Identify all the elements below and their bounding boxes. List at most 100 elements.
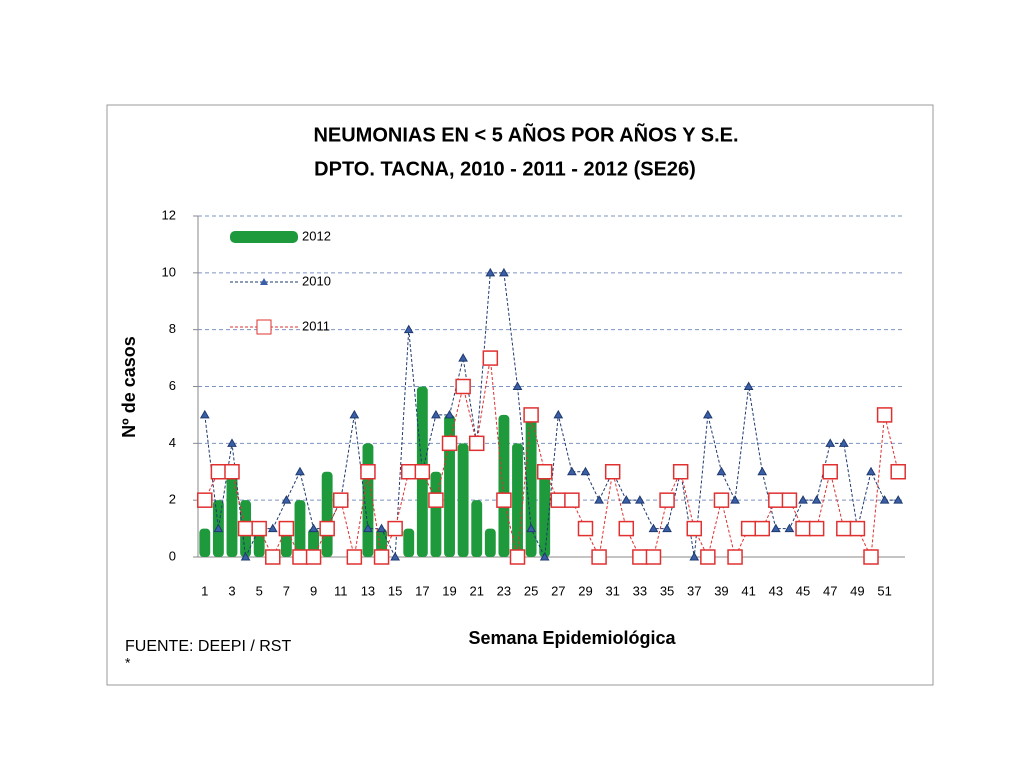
marker	[308, 523, 319, 533]
bar	[512, 443, 523, 557]
marker	[550, 492, 567, 508]
x-tick-label: 21	[469, 583, 483, 598]
marker	[836, 520, 852, 537]
marker	[879, 495, 890, 504]
x-tick-label: 35	[660, 583, 674, 598]
marker	[199, 409, 210, 419]
marker	[512, 381, 523, 390]
marker	[621, 495, 632, 504]
marker	[876, 407, 893, 423]
marker	[485, 267, 496, 277]
marker	[523, 407, 539, 423]
x-tick-label: 29	[578, 583, 592, 598]
marker	[838, 438, 849, 447]
x-tick-label: 3	[228, 583, 235, 598]
y-tick-label: 12	[162, 207, 176, 222]
x-tick-label: 39	[714, 583, 728, 598]
x-tick-label: 25	[524, 583, 538, 598]
marker	[770, 523, 781, 533]
marker	[251, 520, 267, 537]
marker	[798, 495, 808, 504]
bar	[294, 500, 306, 557]
marker	[400, 464, 417, 480]
marker	[224, 464, 240, 480]
x-tick-label: 33	[633, 583, 647, 598]
marker	[281, 495, 292, 504]
marker	[754, 520, 770, 537]
marker	[648, 523, 659, 533]
marker	[632, 549, 648, 565]
bar	[199, 528, 211, 557]
marker	[890, 464, 906, 480]
x-tick-label: 13	[361, 583, 375, 598]
bar	[321, 471, 333, 557]
marker	[730, 495, 740, 504]
marker	[893, 495, 904, 504]
marker	[822, 464, 838, 480]
marker	[376, 523, 387, 533]
marker	[526, 523, 536, 533]
marker	[662, 523, 672, 533]
marker	[536, 464, 553, 480]
marker	[444, 409, 455, 419]
marker	[553, 409, 564, 419]
x-tick-label: 9	[310, 583, 317, 598]
marker	[784, 523, 795, 533]
legend-marker	[256, 319, 272, 335]
marker	[292, 549, 308, 565]
bar	[403, 528, 415, 557]
x-tick-label: 1	[201, 583, 208, 598]
marker	[197, 492, 213, 508]
marker	[727, 549, 743, 565]
marker	[757, 466, 768, 476]
marker	[240, 551, 251, 561]
y-tick-label: 6	[169, 378, 176, 393]
marker	[363, 523, 373, 533]
x-tick-label: 15	[388, 583, 402, 598]
marker	[702, 409, 713, 419]
x-axis-label: Semana Epidemiológica	[468, 628, 676, 648]
marker	[265, 549, 281, 565]
x-tick-label: 27	[551, 583, 565, 598]
marker	[509, 549, 526, 565]
x-tick-label: 17	[415, 583, 429, 598]
marker	[564, 492, 580, 508]
legend-label: 2011	[302, 318, 330, 333]
bar	[498, 414, 510, 557]
marker	[305, 549, 322, 565]
marker	[227, 438, 237, 447]
marker	[295, 466, 305, 476]
marker	[499, 267, 509, 277]
marker	[455, 378, 471, 395]
y-tick-label: 2	[169, 492, 176, 507]
marker	[267, 523, 278, 533]
x-tick-label: 37	[687, 583, 701, 598]
marker	[618, 520, 635, 537]
marker	[795, 520, 811, 537]
marker	[349, 409, 360, 419]
marker	[672, 464, 689, 480]
marker	[373, 549, 390, 565]
marker	[811, 495, 822, 504]
marker	[387, 520, 403, 537]
y-axis-label: Nº de casos	[119, 336, 139, 438]
marker	[360, 464, 376, 480]
marker	[428, 492, 444, 508]
marker	[863, 549, 879, 565]
marker	[210, 464, 227, 480]
x-tick-label: 11	[334, 583, 348, 598]
marker	[213, 523, 224, 533]
x-tick-label: 51	[877, 583, 891, 598]
marker	[645, 549, 662, 565]
marker	[743, 381, 754, 390]
legend-marker	[260, 278, 268, 285]
bar	[525, 414, 537, 557]
x-tick-label: 31	[605, 583, 619, 598]
legend-label: 2012	[302, 228, 331, 243]
marker	[237, 520, 254, 537]
bar	[471, 500, 483, 557]
marker	[333, 492, 349, 508]
y-tick-label: 8	[169, 321, 176, 336]
marker	[496, 492, 512, 508]
